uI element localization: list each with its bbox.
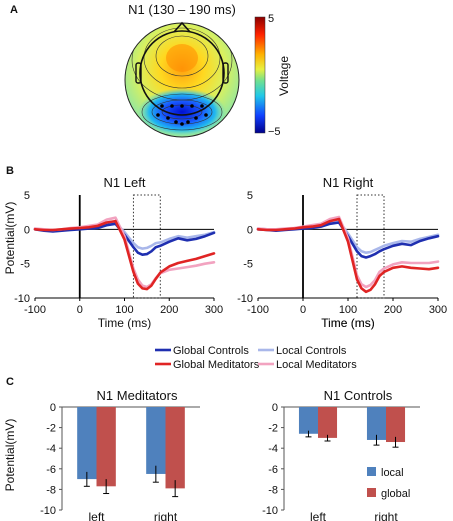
erp-left-chart: N1 Left -100 0 100 200 300 5 0 -5 -10 Time (ms)	[14, 175, 223, 330]
colorbar-tick-min: −5	[268, 126, 281, 138]
erp-right-title: N1 Right	[323, 175, 374, 190]
electrode-0	[160, 104, 164, 108]
electrode-6	[166, 116, 170, 120]
erp-left-xtick-label-1: 0	[77, 304, 83, 316]
bar-ctl-ytick-label-2: -4	[268, 443, 278, 455]
erp-left-ytick-label-2: -5	[20, 259, 30, 271]
bar-med-ytick-label-4: -8	[46, 484, 56, 496]
erp-left-xtick-label-2: 100	[115, 304, 133, 316]
colorbar: 5 −5 Voltage	[254, 13, 291, 138]
bar-ctl-ytick-label-5: -10	[262, 505, 278, 517]
bar-ctl-ytick-label-3: -6	[268, 464, 278, 476]
bar-med-ytick-label-1: -2	[46, 423, 56, 435]
bar-ctl-ytick-label-0: 0	[272, 402, 278, 414]
bar-ctl-title: N1 Controls	[324, 388, 393, 403]
legend-swatch-global	[367, 488, 376, 497]
erp-right-xlabel: Time (ms)	[321, 316, 375, 330]
erp-left-xtick-label-0: -100	[24, 304, 46, 316]
bar-ctl-bar-right-global	[386, 407, 406, 443]
erp-right-xtick-label-1: 0	[300, 304, 306, 316]
bar-meditators-chart: N1 Meditators 0 -2 -4 -6 -8 -10 left right	[40, 388, 200, 521]
bar-med-ytick-label-5: -10	[40, 505, 56, 517]
bar-legend: local global	[367, 467, 410, 500]
electrode-9	[194, 116, 198, 120]
panel-label-c: C	[6, 376, 14, 388]
erp-left-ytick-label-0: 5	[24, 190, 30, 202]
erp-right-xtick-label-0: -100	[247, 304, 269, 316]
legend-swatch-local	[367, 467, 376, 476]
bar-med-ytick-label-0: 0	[50, 402, 56, 414]
erp-right-xlabel: Time (ms)	[321, 316, 375, 330]
erp-legend: Global Controls Local Controls Global Me…	[155, 345, 357, 371]
electrode-1	[170, 104, 174, 108]
head-outline	[139, 30, 225, 116]
erp-right-ytick-label-1: 0	[247, 224, 253, 236]
bar-ylabel: Potential(mV)	[3, 419, 17, 492]
nose-marker	[173, 21, 191, 33]
bar-med-title: N1 Meditators	[97, 388, 178, 403]
erp-right-ytick-label-0: 5	[247, 190, 253, 202]
legend-global-controls: Global Controls	[173, 345, 249, 357]
erp-left-xtick-label-4: 300	[205, 304, 223, 316]
legend-local: local	[381, 467, 404, 479]
erp-left-xlabel: Time (ms)	[98, 316, 152, 330]
bar-med-category-left: left	[88, 510, 105, 521]
legend-global-meditators: Global Meditators	[173, 359, 260, 371]
legend-local-meditators: Local Meditators	[276, 359, 357, 371]
electrode-5	[156, 113, 160, 117]
erp-right-ytick-label-3: -10	[237, 293, 253, 305]
bar-ctl-ytick-label-1: -2	[268, 423, 278, 435]
bar-ctl-bar-left-local	[298, 407, 318, 434]
erp-left-xtick-label-3: 200	[160, 304, 178, 316]
bar-ctl-category-left: left	[310, 510, 327, 521]
legend-global: global	[381, 488, 410, 500]
electrode-markers	[156, 104, 208, 126]
erp-ylabel: Potential(mV)	[3, 202, 17, 275]
bar-med-ytick-label-3: -6	[46, 464, 56, 476]
panel-label-a: A	[10, 4, 18, 16]
electrode-2	[180, 104, 184, 108]
bar-ctl-category-right: right	[374, 510, 398, 521]
colorbar-tick-max: 5	[268, 13, 274, 25]
electrode-8	[186, 120, 190, 124]
erp-right-xtick-label-3: 200	[384, 304, 402, 316]
erp-left-series-global-controls	[33, 222, 216, 256]
erp-left-title: N1 Left	[104, 175, 146, 190]
bar-med-category-right: right	[154, 510, 178, 521]
electrode-10	[204, 113, 208, 117]
erp-right-xtick-label-4: 300	[429, 304, 447, 316]
erp-right-xtick-label-2: 100	[339, 304, 357, 316]
electrode-4	[200, 104, 204, 108]
topomap-surface	[125, 23, 239, 137]
electrode-3	[190, 104, 194, 108]
panel-label-b: B	[6, 165, 14, 177]
bar-controls-chart: N1 Controls 0 -2 -4 -6 -8 -10 left right	[262, 388, 420, 521]
bar-med-bar-right-global	[165, 407, 185, 489]
bar-med-bar-right-local	[146, 407, 166, 474]
bar-med-bar-left-local	[77, 407, 97, 480]
bar-med-ytick-label-2: -4	[46, 443, 56, 455]
erp-left-ytick-label-3: -10	[14, 293, 30, 305]
colorbar-label: Voltage	[277, 56, 291, 96]
electrode-11	[180, 122, 184, 126]
bar-ctl-ytick-label-4: -8	[268, 484, 278, 496]
right-ear	[222, 62, 229, 84]
bar-ctl-bar-left-global	[318, 407, 338, 438]
topomap: N1 (130 – 190 ms)	[124, 2, 240, 138]
topomap-title: N1 (130 – 190 ms)	[128, 2, 236, 17]
electrode-7	[174, 120, 178, 124]
left-ear	[135, 62, 142, 84]
erp-left-ytick-label-1: 0	[24, 224, 30, 236]
legend-local-controls: Local Controls	[276, 345, 347, 357]
bar-med-bar-left-global	[96, 407, 116, 487]
erp-right-series-global-meditators	[256, 217, 440, 294]
erp-right-ytick-label-2: -5	[243, 259, 253, 271]
erp-right-series-local-meditators	[256, 215, 440, 289]
bar-ctl-bar-right-local	[366, 407, 386, 440]
erp-left-series-global-meditators	[33, 219, 216, 291]
